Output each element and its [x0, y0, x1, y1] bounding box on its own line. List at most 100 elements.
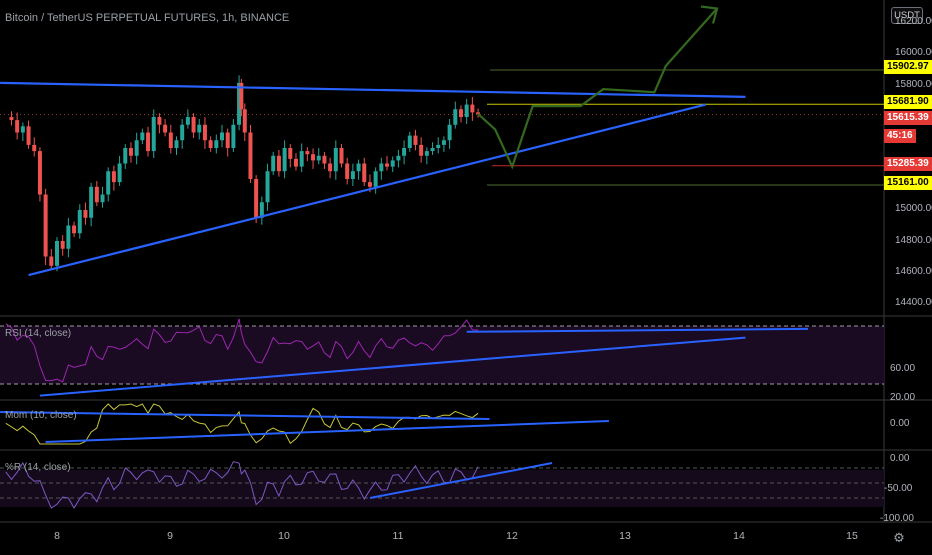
- candle-body: [72, 225, 77, 234]
- wr-tick: -50.00: [884, 483, 913, 494]
- x-tick: 13: [619, 530, 631, 542]
- price-tick: 14800.00: [895, 235, 932, 246]
- chart-title: Bitcoin / TetherUS PERPETUAL FUTURES, 1h…: [5, 12, 290, 24]
- candle-body: [55, 241, 59, 266]
- candle-body: [305, 151, 310, 155]
- candle-body: [66, 225, 71, 249]
- projection-path: [477, 7, 718, 170]
- projection-arrowhead: [700, 5, 719, 24]
- candle-body: [322, 155, 327, 164]
- candle-body: [37, 151, 42, 195]
- candle-body: [77, 210, 82, 234]
- candle-body: [128, 148, 133, 156]
- candle-body: [339, 148, 344, 164]
- candle-body: [237, 82, 242, 125]
- x-tick: 15: [846, 530, 858, 542]
- countdown-tag: 45:16: [884, 129, 916, 143]
- rsi-line: [5, 318, 479, 383]
- candle-body: [197, 124, 202, 133]
- x-tick: 11: [392, 530, 404, 542]
- candle-body: [282, 148, 287, 172]
- candle-body: [100, 194, 105, 203]
- mom-label: Mom (10, close): [5, 410, 77, 421]
- trendline-2: [28, 103, 706, 277]
- price-tag-15161: 15161.00: [884, 176, 932, 190]
- candle-body: [117, 163, 122, 183]
- candle-body: [276, 155, 281, 172]
- candle-body: [271, 155, 276, 172]
- price-tick: 16200.00: [895, 16, 932, 27]
- candle-body: [345, 163, 350, 179]
- candle-body: [43, 194, 48, 257]
- rsi-tick: 20.00: [890, 392, 916, 403]
- candle-body: [424, 151, 429, 156]
- candle-body: [9, 117, 14, 121]
- price-tick: 15000.00: [895, 203, 932, 214]
- candle-body: [328, 163, 333, 172]
- currency-button[interactable]: USDT: [891, 7, 923, 24]
- candle-body: [430, 148, 435, 152]
- x-tick: 9: [167, 530, 173, 542]
- candle-body: [288, 148, 293, 159]
- price-tag-15902: 15902.97: [884, 60, 932, 74]
- mom-tick: 0.00: [890, 418, 910, 429]
- candle-body: [402, 148, 407, 156]
- candle-body: [185, 117, 190, 125]
- candle-body: [214, 140, 219, 148]
- candle-body: [453, 109, 458, 125]
- x-tick: 8: [54, 530, 60, 542]
- candle-body: [367, 182, 372, 187]
- candle-body: [458, 109, 463, 117]
- candle-body: [32, 144, 37, 152]
- candle-body: [111, 171, 116, 183]
- candle-body: [180, 124, 185, 141]
- candle-body: [265, 171, 270, 203]
- candle-body: [379, 163, 384, 172]
- candle-body: [151, 117, 156, 152]
- candle-body: [373, 171, 378, 187]
- wr-label: %R (14, close): [5, 462, 71, 473]
- mom-trendline-1: [0, 411, 490, 420]
- candle-body: [123, 148, 128, 164]
- candle-body: [396, 155, 401, 161]
- wr-line: [5, 461, 479, 509]
- candle-body: [299, 151, 304, 167]
- candle-body: [60, 241, 65, 249]
- candle-body: [225, 132, 230, 148]
- candle-body: [191, 117, 196, 133]
- price-tick: 16000.00: [895, 47, 932, 58]
- candle-body: [202, 124, 207, 141]
- candle-body: [436, 144, 441, 148]
- candle-body: [441, 140, 446, 145]
- wr-band-fill: [0, 470, 884, 507]
- candle-body: [259, 202, 264, 218]
- candle-body: [254, 179, 259, 218]
- rsi-label: RSI (14, close): [5, 328, 72, 339]
- wr-tick: 0.00: [890, 453, 910, 464]
- candle-body: [447, 124, 452, 141]
- candle-body: [390, 160, 395, 167]
- candle-body: [293, 158, 298, 167]
- candle-body: [350, 171, 355, 179]
- wr-trendline-1: [369, 462, 553, 499]
- price-tag-15681: 15681.90: [884, 95, 932, 109]
- candle-body: [106, 171, 111, 195]
- candle-body: [15, 120, 20, 133]
- candle-body: [163, 124, 168, 133]
- candle-body: [89, 186, 94, 218]
- price-tag-15285: 15285.39: [884, 157, 932, 171]
- candle-body: [413, 135, 418, 145]
- x-tick: 10: [278, 530, 290, 542]
- candle-body: [157, 117, 162, 125]
- gear-icon[interactable]: ⚙: [893, 530, 905, 545]
- candle-body: [94, 186, 99, 203]
- candle-body: [464, 104, 469, 117]
- candle-body: [134, 140, 139, 156]
- candle-body: [311, 154, 316, 161]
- candle-body: [168, 132, 173, 148]
- trendline-1: [0, 81, 746, 98]
- candle-body: [470, 104, 475, 113]
- rsi-band-fill: [0, 326, 884, 384]
